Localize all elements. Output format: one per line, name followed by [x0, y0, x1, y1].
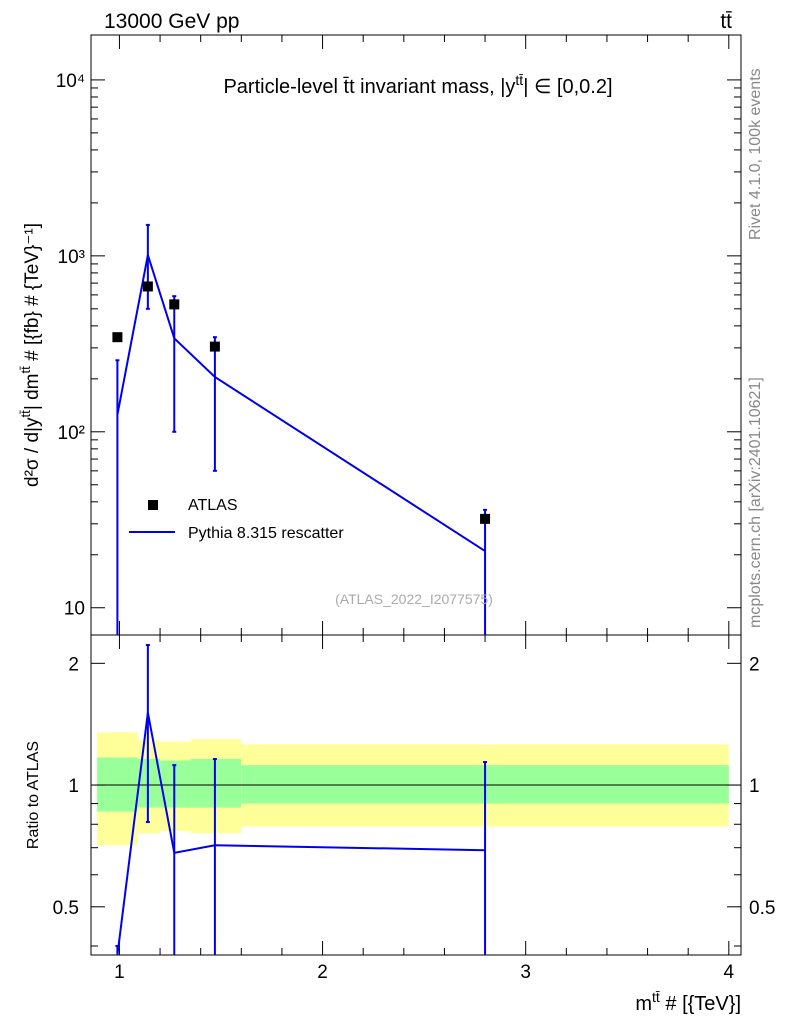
y-tick-label: 10 [64, 599, 85, 620]
stat-uncertainty-band [137, 758, 161, 808]
ratio-tick-label: 0.5 [749, 898, 775, 919]
ratio-tick-label: 0.5 [53, 898, 79, 919]
x-tick-label: 4 [724, 962, 735, 983]
legend-data-label: ATLAS [188, 497, 238, 514]
data-point [209, 341, 220, 352]
data-point [169, 299, 180, 310]
mc-line [116, 254, 486, 552]
x-tick-label: 1 [114, 962, 125, 983]
collision-energy-label: 13000 GeV pp [104, 10, 239, 33]
rivet-version-label: Rivet 4.1.0, 100k events [747, 68, 764, 240]
y-tick-label: 10² [58, 423, 85, 444]
main-plot-marks [112, 223, 491, 635]
ratio-tick-label: 2 [749, 654, 760, 675]
y-tick-label: 10³ [58, 247, 85, 268]
analysis-id-label: (ATLAS_2022_I2077575) [335, 591, 493, 607]
main-plot-frame [90, 34, 742, 636]
ratio-plot-frame [90, 634, 742, 956]
y-tick-label: 10⁴ [56, 71, 85, 92]
stat-uncertainty-band [97, 757, 138, 812]
data-point [480, 513, 491, 524]
process-label: tt̄ [720, 10, 732, 33]
x-tick-label: 2 [317, 962, 328, 983]
mcplots-label: mcplots.cern.ch [arXiv:2401.10621] [747, 377, 764, 628]
ratio-tick-label: 2 [68, 654, 79, 675]
ratio-line [116, 712, 486, 956]
ratio-tick-label: 1 [749, 776, 760, 797]
legend-data-marker [148, 500, 158, 510]
ratio-y-axis-label: Ratio to ATLAS [25, 741, 42, 849]
ratio-axis-ticks: 0.5 0.5 1 1 2 2 [53, 654, 775, 947]
main-axis-ticks: 10 10² 10³ 10⁴ [56, 71, 741, 620]
x-tick-label: 3 [520, 962, 531, 983]
legend-mc-label: Pythia 8.315 rescatter [188, 525, 344, 542]
stat-uncertainty-band [190, 758, 242, 808]
chart-title: Particle-level t̄t invariant mass, |ytt̄… [223, 72, 612, 98]
ratio-tick-label: 1 [68, 776, 79, 797]
data-point [112, 332, 123, 343]
ratio-plot-marks [115, 643, 488, 956]
ratio-uncertainty-bands [97, 732, 729, 846]
y-axis-label: d²σ / d|ytt̄​| dmtt̄​ # [{fb} # {TeV}⁻¹] [18, 223, 43, 487]
legend: ATLAS Pythia 8.315 rescatter [129, 497, 344, 542]
data-point [142, 281, 153, 292]
x-axis-label: mtt̄​ # [{TeV}] [635, 989, 741, 1015]
